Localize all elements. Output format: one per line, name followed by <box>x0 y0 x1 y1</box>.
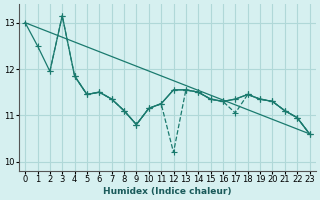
X-axis label: Humidex (Indice chaleur): Humidex (Indice chaleur) <box>103 187 232 196</box>
